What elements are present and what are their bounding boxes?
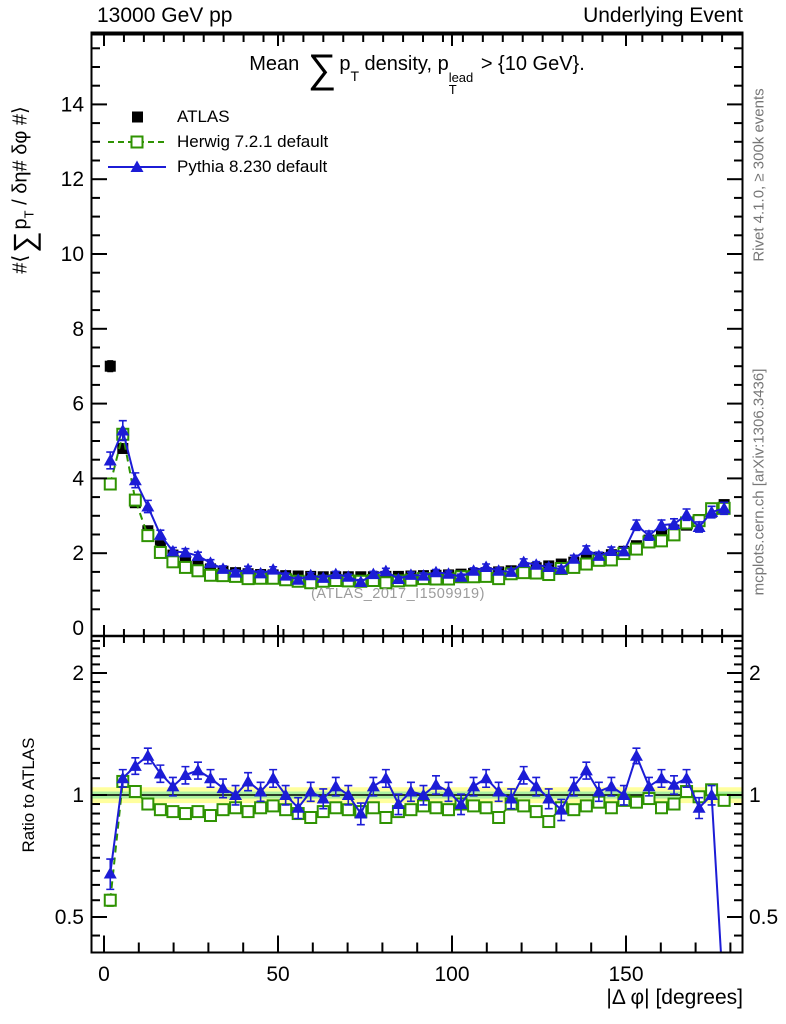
title-pt-sub: T — [350, 68, 359, 84]
ylabel-sigma: ∑ — [8, 231, 42, 253]
ylabel-p-sub: T — [21, 210, 37, 219]
legend: ATLAS Herwig 7.2.1 default Pythia 8.230 … — [106, 104, 328, 179]
x-axis-title: |Δ φ| [degrees] — [606, 986, 743, 1009]
ylabel-p: p — [9, 218, 32, 230]
svg-text:14: 14 — [61, 93, 85, 116]
rivet-version-caption: Rivet 4.1.0, ≥ 300k events — [750, 88, 768, 262]
legend-label: Herwig 7.2.1 default — [177, 131, 329, 151]
svg-text:0.5: 0.5 — [749, 906, 778, 929]
ratio-panel-data — [92, 747, 742, 952]
title-cut: > {10 GeV}. — [475, 53, 585, 75]
svg-text:12: 12 — [61, 168, 84, 191]
svg-text:150: 150 — [608, 963, 643, 986]
header-analysis-topic: Underlying Event — [583, 4, 743, 27]
header-beam-energy: 13000 GeV pp — [97, 4, 233, 27]
axis-ticks — [92, 34, 742, 952]
legend-item-pythia: Pythia 8.230 default — [106, 154, 328, 179]
legend-item-atlas: ATLAS — [106, 104, 328, 129]
svg-text:10: 10 — [61, 243, 84, 266]
sigma-symbol: ∑ — [307, 47, 337, 91]
plot-title: Mean ∑ pT density, p lead T > {10 GeV}. — [91, 47, 743, 96]
analysis-id-watermark: (ATLAS_2017_I1509919) — [311, 586, 485, 602]
svg-text:2: 2 — [749, 662, 761, 685]
panel-frames — [90, 31, 744, 954]
svg-text:4: 4 — [72, 467, 84, 490]
ratio-y-axis-label: Ratio to ATLAS — [19, 737, 38, 853]
main-y-axis-label: #⟨∑pT / δη# δφ #⟩ — [8, 106, 43, 274]
axis-tick-labels: 0 50 100 150 0.5 0.5 1 1 2 2 — [55, 662, 778, 986]
svg-text:1: 1 — [749, 784, 761, 807]
svg-text:2: 2 — [72, 662, 84, 685]
title-ptlead: p — [437, 53, 449, 75]
legend-label: ATLAS — [177, 106, 230, 126]
svg-text:6: 6 — [72, 393, 84, 416]
legend-item-herwig: Herwig 7.2.1 default — [106, 129, 328, 154]
ylabel-post: / δη# δφ #⟩ — [9, 106, 32, 211]
legend-label: Pythia 8.230 default — [177, 156, 328, 176]
svg-text:50: 50 — [266, 963, 289, 986]
pythia-marker-swatch — [108, 160, 166, 172]
svg-text:1: 1 — [72, 784, 84, 807]
svg-text:0: 0 — [72, 617, 84, 640]
title-ptlead-sup: lead — [448, 70, 474, 85]
svg-text:0: 0 — [98, 963, 110, 986]
title-density: density, — [359, 53, 438, 75]
herwig-marker-swatch — [108, 135, 166, 148]
title-ptlead-sub: T — [448, 82, 457, 97]
title-mean: Mean — [249, 53, 305, 75]
ylabel-pre: #⟨ — [9, 254, 32, 274]
title-pt: p — [339, 53, 351, 75]
main-panel-data — [103, 360, 731, 590]
svg-text:100: 100 — [434, 963, 469, 986]
title-ptlead-scripts: lead T — [448, 70, 474, 97]
svg-text:8: 8 — [72, 318, 84, 341]
svg-text:0.5: 0.5 — [55, 906, 84, 929]
mcplots-arxiv-caption: mcplots.cern.ch [arXiv:1306.3436] — [750, 368, 768, 596]
atlas-marker-swatch — [132, 111, 143, 122]
svg-text:2: 2 — [72, 542, 84, 565]
